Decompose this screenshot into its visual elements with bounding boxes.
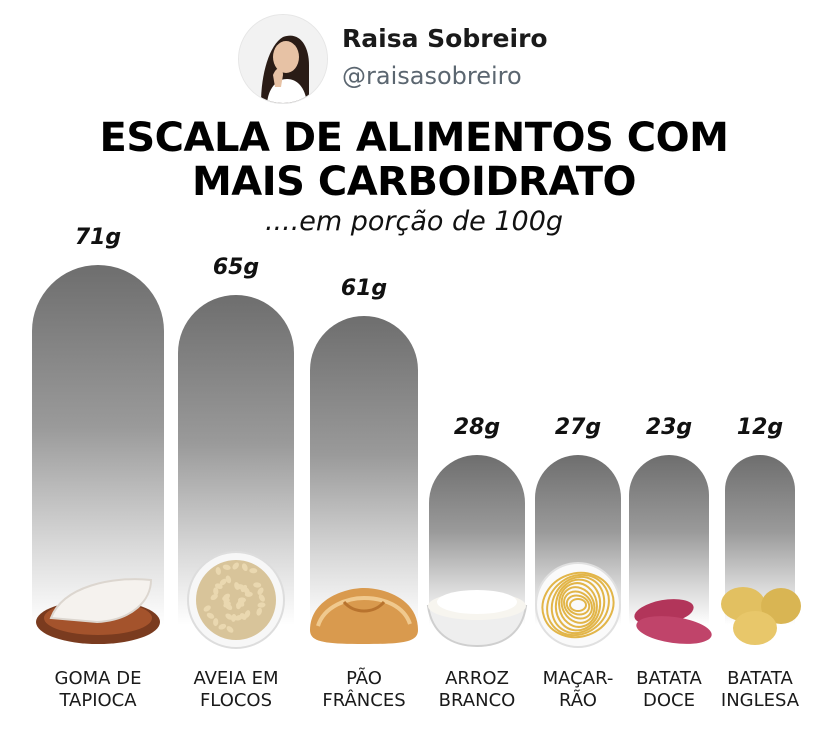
category-label-line: PÃO bbox=[346, 668, 382, 689]
category-label-line: ARROZ bbox=[445, 668, 509, 689]
author-name: Raisa Sobreiro bbox=[342, 24, 548, 53]
category-label-line: MAÇAR- bbox=[542, 668, 614, 689]
avatar bbox=[238, 14, 328, 104]
value-label-6: 23g bbox=[645, 415, 693, 440]
potato-icon bbox=[715, 580, 805, 655]
profile-photo-icon bbox=[239, 15, 327, 103]
category-label-6: BATATA DOCE bbox=[604, 668, 734, 712]
category-label-line: BRANCO bbox=[438, 690, 516, 711]
value-label-4: 28g bbox=[453, 415, 501, 440]
sweet-potato-icon bbox=[624, 590, 714, 655]
bar-3 bbox=[310, 315, 418, 625]
chart-title-line-1: ESCALA DE ALIMENTOS COM bbox=[99, 115, 729, 161]
chart-subtitle: ....em porção de 100g bbox=[264, 206, 564, 237]
category-label-line: FLOCOS bbox=[199, 690, 273, 711]
rice-bowl-icon bbox=[422, 580, 532, 655]
value-label-1: 71g bbox=[74, 225, 122, 250]
category-label-1: GOMA DE TAPIOCA bbox=[33, 668, 163, 712]
category-label-line: AVEIA EM bbox=[193, 668, 279, 689]
spaghetti-icon bbox=[533, 560, 623, 655]
value-label-7: 12g bbox=[736, 415, 784, 440]
value-label-2: 65g bbox=[212, 255, 260, 281]
oats-bowl-icon bbox=[181, 550, 291, 655]
value-label-5: 27g bbox=[554, 415, 602, 440]
category-label-line: RÃO bbox=[559, 690, 597, 711]
bar-6 bbox=[629, 455, 709, 625]
category-label-line: BATATA bbox=[727, 668, 793, 689]
tapioca-icon bbox=[33, 570, 163, 655]
category-label-5: MAÇAR- RÃO bbox=[513, 668, 643, 712]
category-label-line: FRÂNCES bbox=[322, 690, 406, 711]
category-label-2: AVEIA EM FLOCOS bbox=[171, 668, 301, 712]
chart-title-line-2: MAIS CARBOIDRATO bbox=[191, 159, 637, 205]
value-label-3: 61g bbox=[340, 275, 388, 301]
category-label-line: GOMA DE bbox=[54, 668, 142, 689]
category-label-line: TAPIOCA bbox=[59, 690, 137, 711]
category-label-7: BATATA INGLESA bbox=[695, 668, 825, 712]
category-label-line: BATATA bbox=[636, 668, 702, 689]
author-handle: @raisasobreiro bbox=[342, 62, 522, 90]
category-label-4: ARROZ BRANCO bbox=[412, 668, 542, 712]
category-label-line: INGLESA bbox=[720, 690, 800, 711]
bar-1 bbox=[32, 265, 164, 625]
category-label-3: PÃO FRÂNCES bbox=[299, 668, 429, 712]
category-label-line: DOCE bbox=[643, 690, 695, 711]
bread-icon bbox=[304, 580, 424, 655]
